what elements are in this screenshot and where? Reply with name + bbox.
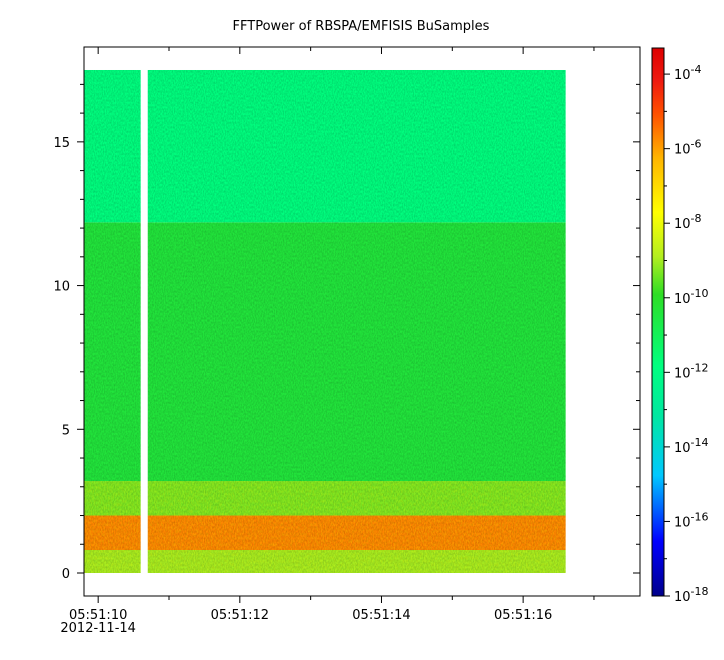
x-tick-label: 05:51:12 [211,608,269,623]
x-tick-sublabel: 2012-11-14 [60,621,136,636]
chart-title: FFTPower of RBSPA/EMFISIS BuSamples [233,19,490,34]
colorbar-tick-label: 10-4 [674,63,702,83]
x-tick-label: 05:51:10 [69,608,127,623]
band-highlight-texture [84,481,566,574]
band-texture [84,222,566,482]
x-tick-label: 05:51:16 [494,608,552,623]
data-gap [140,69,148,574]
colorbar: 10-4 10-6 10-8 10-10 10-12 10-14 10-16 10-18 [651,47,709,605]
colorbar-tick-label: 10-16 [674,510,709,530]
band-texture [84,69,566,223]
plot-area [83,46,641,597]
colorbar-tick-label: 10-8 [674,212,702,232]
x-tick-label: 05:51:14 [352,608,410,623]
y-tick-label: 0 [62,567,70,582]
colorbar-tick-label: 10-6 [674,138,702,158]
colorbar-tick-label: 10-14 [674,436,709,456]
y-tick-label: 10 [53,280,70,295]
y-tick-label: 15 [53,136,70,151]
colorbar-tick-label: 10-10 [674,287,709,307]
y-axis: 0 5 10 15 [53,83,640,582]
colorbar-tick-label: 10-18 [674,585,709,605]
y-tick-label: 5 [62,423,70,438]
colorbar-tick-label: 10-12 [674,361,709,381]
plot-border [83,46,641,597]
colorbar-scale [651,47,665,597]
